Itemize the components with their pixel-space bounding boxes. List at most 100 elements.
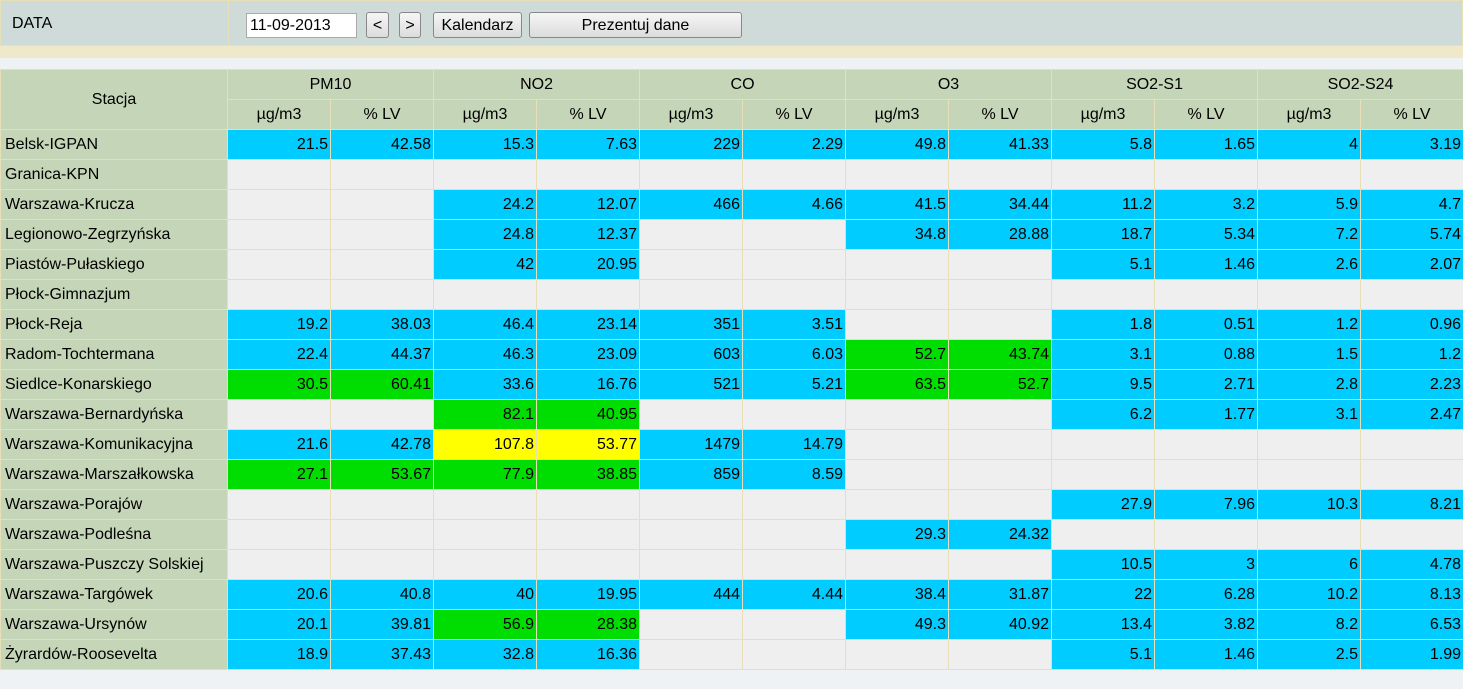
value-cell (742, 519, 847, 550)
data-table: Stacja PM10 NO2 CO O3 SO2-S1 SO2-S24 µg/m3% LV µ… (0, 69, 1463, 670)
value-cell (948, 309, 1053, 340)
next-button[interactable]: > (399, 12, 421, 38)
value-cell: 38.4 (845, 579, 950, 610)
value-cell: 0.88 (1154, 339, 1259, 370)
header-row: µg/m3% LV µg/m3% LV µg/m3% LV µg/m3% LV µg/m… (1, 99, 1463, 130)
value-cell (639, 249, 744, 280)
value-cell (742, 549, 847, 580)
value-cell (329, 399, 435, 430)
unit-header: µg/m3 (433, 99, 538, 130)
calendar-button[interactable]: Kalendarz (433, 12, 522, 38)
data-row: Piastów-Pułaskiego 42 20.95 5.1 1.46 2.6 2.07 (0, 249, 1463, 280)
value-cell: 10.3 (1257, 489, 1362, 520)
value-cell (742, 159, 847, 190)
value-cell (845, 429, 950, 460)
data-row: Żyrardów-Roosevelta 18.9 37.43 32.8 16.36 5.1… (0, 639, 1463, 670)
data-row: Warszawa-Podleśna 29.3 24.32 (0, 519, 1463, 550)
value-cell: 5.1 (1051, 639, 1156, 670)
prev-button[interactable]: < (366, 12, 389, 38)
value-cell: 46.3 (433, 339, 538, 370)
value-cell (948, 549, 1053, 580)
value-cell: 42.58 (329, 129, 435, 160)
value-cell (227, 489, 331, 520)
value-cell (948, 459, 1053, 490)
value-cell (639, 489, 744, 520)
value-cell: 19.95 (536, 579, 641, 610)
value-cell: 5.8 (1051, 129, 1156, 160)
toolbar: DATA 11-09-2013 < > Kalendarz Prezentuj … (0, 0, 1463, 46)
value-cell: 43.74 (948, 339, 1053, 370)
value-cell (948, 399, 1053, 430)
value-cell (227, 219, 331, 250)
station-name: Warszawa-Krucza (0, 189, 228, 220)
value-cell: 12.07 (536, 189, 641, 220)
station-name: Warszawa-Marszałkowska (0, 459, 228, 490)
data-row: Warszawa-Puszczy Solskiej 10.5 3 6 4.78 (0, 549, 1463, 580)
value-cell: 40.8 (329, 579, 435, 610)
value-cell: 60.41 (329, 369, 435, 400)
value-cell (948, 159, 1053, 190)
value-cell: 7.2 (1257, 219, 1362, 250)
value-cell: 859 (639, 459, 744, 490)
value-cell (1360, 459, 1463, 490)
value-cell: 49.8 (845, 129, 950, 160)
value-cell: 77.9 (433, 459, 538, 490)
value-cell: 2.6 (1257, 249, 1362, 280)
data-row: Radom-Tochtermana 22.4 44.37 46.3 23.09 603 6.… (0, 339, 1463, 370)
value-cell (536, 519, 641, 550)
unit-header: µg/m3 (227, 99, 331, 130)
value-cell (742, 489, 847, 520)
value-cell (227, 549, 331, 580)
value-cell (329, 279, 435, 310)
value-cell: 3.2 (1154, 189, 1259, 220)
value-cell: 11.2 (1051, 189, 1156, 220)
value-cell: 4.66 (742, 189, 847, 220)
value-cell: 28.38 (536, 609, 641, 640)
data-row: Płock-Reja 19.2 38.03 46.4 23.14 351 3.51 1.8 0.… (0, 309, 1463, 340)
value-cell: 63.5 (845, 369, 950, 400)
pollutant-header: PM10 (226, 69, 435, 100)
data-row: Warszawa-Porajów 27.9 7.96 10.3 8.21 (0, 489, 1463, 520)
value-cell: 2.5 (1257, 639, 1362, 670)
unit-header: µg/m3 (1051, 99, 1156, 130)
value-cell: 1479 (639, 429, 744, 460)
value-cell (433, 519, 538, 550)
value-cell: 20.6 (227, 579, 331, 610)
value-cell: 0.96 (1360, 309, 1463, 340)
value-cell (329, 489, 435, 520)
value-cell: 1.46 (1154, 639, 1259, 670)
value-cell: 23.09 (536, 339, 641, 370)
value-cell (1154, 429, 1259, 460)
value-cell: 2.47 (1360, 399, 1463, 430)
unit-header: % LV (742, 99, 847, 130)
value-cell (845, 489, 950, 520)
value-cell: 29.3 (845, 519, 950, 550)
station-name: Warszawa-Komunikacyjna (0, 429, 228, 460)
value-cell: 52.7 (845, 339, 950, 370)
submit-button[interactable]: Prezentuj dane (529, 12, 742, 38)
value-cell: 1.2 (1257, 309, 1362, 340)
value-cell: 0.51 (1154, 309, 1259, 340)
value-cell: 82.1 (433, 399, 538, 430)
value-cell (845, 399, 950, 430)
value-cell (845, 279, 950, 310)
value-cell: 18.9 (227, 639, 331, 670)
value-cell (639, 549, 744, 580)
data-row: Siedlce-Konarskiego 30.5 60.41 33.6 16.76 521… (0, 369, 1463, 400)
data-row: Warszawa-Krucza 24.2 12.07 466 4.66 41.5 34.44… (0, 189, 1463, 220)
station-name: Żyrardów-Roosevelta (0, 639, 228, 670)
data-row: Granica-KPN (0, 159, 1463, 190)
date-input[interactable]: 11-09-2013 (246, 13, 357, 38)
value-cell (433, 159, 538, 190)
value-cell (845, 549, 950, 580)
data-row: Legionowo-Zegrzyńska 24.8 12.37 34.8 28.88 18… (0, 219, 1463, 250)
value-cell: 4.78 (1360, 549, 1463, 580)
value-cell: 20.95 (536, 249, 641, 280)
value-cell: 37.43 (329, 639, 435, 670)
pollutant-header: CO (639, 69, 847, 100)
value-cell: 19.2 (227, 309, 331, 340)
value-cell: 21.6 (227, 429, 331, 460)
unit-header: % LV (1154, 99, 1259, 130)
value-cell: 6.03 (742, 339, 847, 370)
